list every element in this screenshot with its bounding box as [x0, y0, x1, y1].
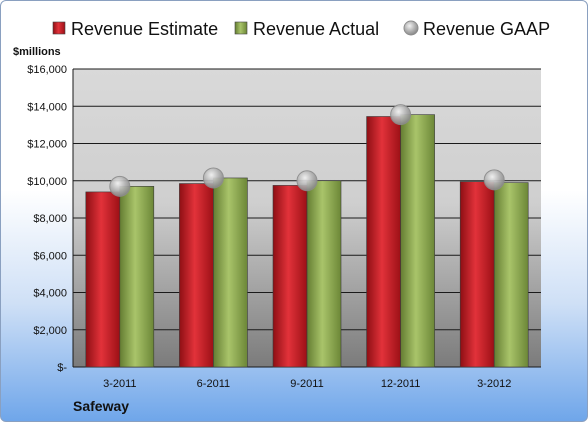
y-tick-label: $2,000 — [33, 325, 67, 337]
y-tick-label: $8,000 — [33, 213, 67, 225]
revenue-gaap-marker — [296, 170, 318, 192]
revenue-estimate-bar — [179, 183, 214, 368]
revenue-actual-bar — [493, 182, 529, 368]
revenue-estimate-bar — [366, 116, 401, 368]
revenue-gaap-marker — [390, 104, 412, 126]
revenue-actual-bar — [213, 177, 248, 368]
y-tick-label: $4,000 — [33, 288, 67, 300]
y-tick-label: $6,000 — [33, 250, 67, 262]
revenue-estimate-bar — [272, 185, 308, 368]
legend-label: Revenue Actual — [253, 19, 379, 39]
x-tick-label: 9-2011 — [290, 378, 323, 390]
y-tick-label: $- — [57, 362, 67, 374]
company-name: Safeway — [73, 398, 130, 414]
revenue-estimate-bar — [459, 181, 495, 368]
legend-gaap-swatch — [403, 20, 419, 36]
revenue-gaap-marker — [202, 167, 224, 189]
legend-actual-swatch — [234, 21, 248, 35]
revenue-actual-bar — [400, 114, 435, 368]
revenue-actual-bar — [119, 186, 155, 368]
revenue-estimate-bar — [85, 191, 121, 368]
x-tick-label: 6-2011 — [197, 378, 230, 390]
revenue-gaap-marker — [109, 175, 131, 197]
legend-label: Revenue GAAP — [423, 19, 550, 39]
y-tick-label: $10,000 — [27, 176, 67, 188]
y-axis-unit-label: $millions — [13, 46, 61, 58]
legend-label: Revenue Estimate — [71, 19, 218, 39]
y-tick-label: $14,000 — [27, 101, 67, 113]
x-tick-label: 3-2012 — [477, 378, 511, 390]
x-tick-label: 12-2011 — [381, 378, 421, 390]
revenue-gaap-marker — [483, 169, 505, 191]
legend-estimate-swatch — [52, 21, 66, 35]
revenue-actual-bar — [306, 180, 342, 368]
y-tick-label: $12,000 — [27, 139, 67, 151]
x-tick-label: 3-2011 — [103, 378, 136, 390]
y-tick-label: $16,000 — [27, 64, 67, 76]
